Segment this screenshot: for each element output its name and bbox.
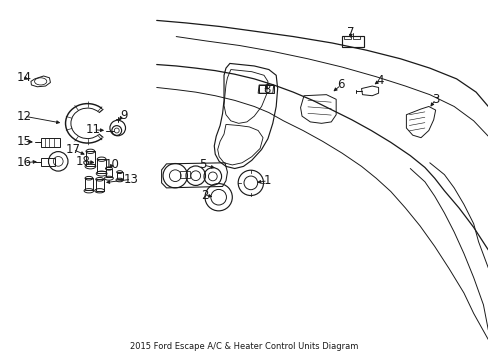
- Text: 11: 11: [86, 123, 101, 136]
- Bar: [259, 85, 273, 93]
- Text: 15: 15: [17, 135, 31, 148]
- Text: 4: 4: [376, 74, 383, 87]
- Bar: [117, 172, 122, 179]
- Text: 13: 13: [123, 173, 139, 186]
- Bar: [86, 151, 95, 166]
- Bar: [105, 168, 112, 177]
- Text: 7: 7: [346, 26, 354, 39]
- Text: 18: 18: [75, 155, 90, 168]
- Bar: [96, 179, 103, 191]
- Text: 14: 14: [17, 71, 32, 84]
- Text: 2: 2: [201, 189, 208, 202]
- Text: 17: 17: [65, 143, 80, 156]
- Text: 16: 16: [17, 156, 32, 169]
- Text: 5: 5: [199, 158, 206, 171]
- Bar: [180, 171, 189, 178]
- Text: 10: 10: [104, 158, 119, 171]
- Bar: [97, 159, 106, 173]
- Text: 12: 12: [17, 110, 32, 123]
- Text: 1: 1: [264, 174, 271, 187]
- Bar: [352, 36, 359, 39]
- Text: 3: 3: [431, 93, 438, 106]
- Bar: [41, 158, 55, 166]
- Bar: [344, 36, 350, 39]
- Bar: [85, 178, 93, 190]
- Text: 6: 6: [337, 78, 344, 91]
- Text: 8: 8: [262, 83, 269, 96]
- Text: 2015 Ford Escape A/C & Heater Control Units Diagram: 2015 Ford Escape A/C & Heater Control Un…: [130, 342, 358, 351]
- Bar: [341, 36, 363, 47]
- Text: 9: 9: [120, 109, 127, 122]
